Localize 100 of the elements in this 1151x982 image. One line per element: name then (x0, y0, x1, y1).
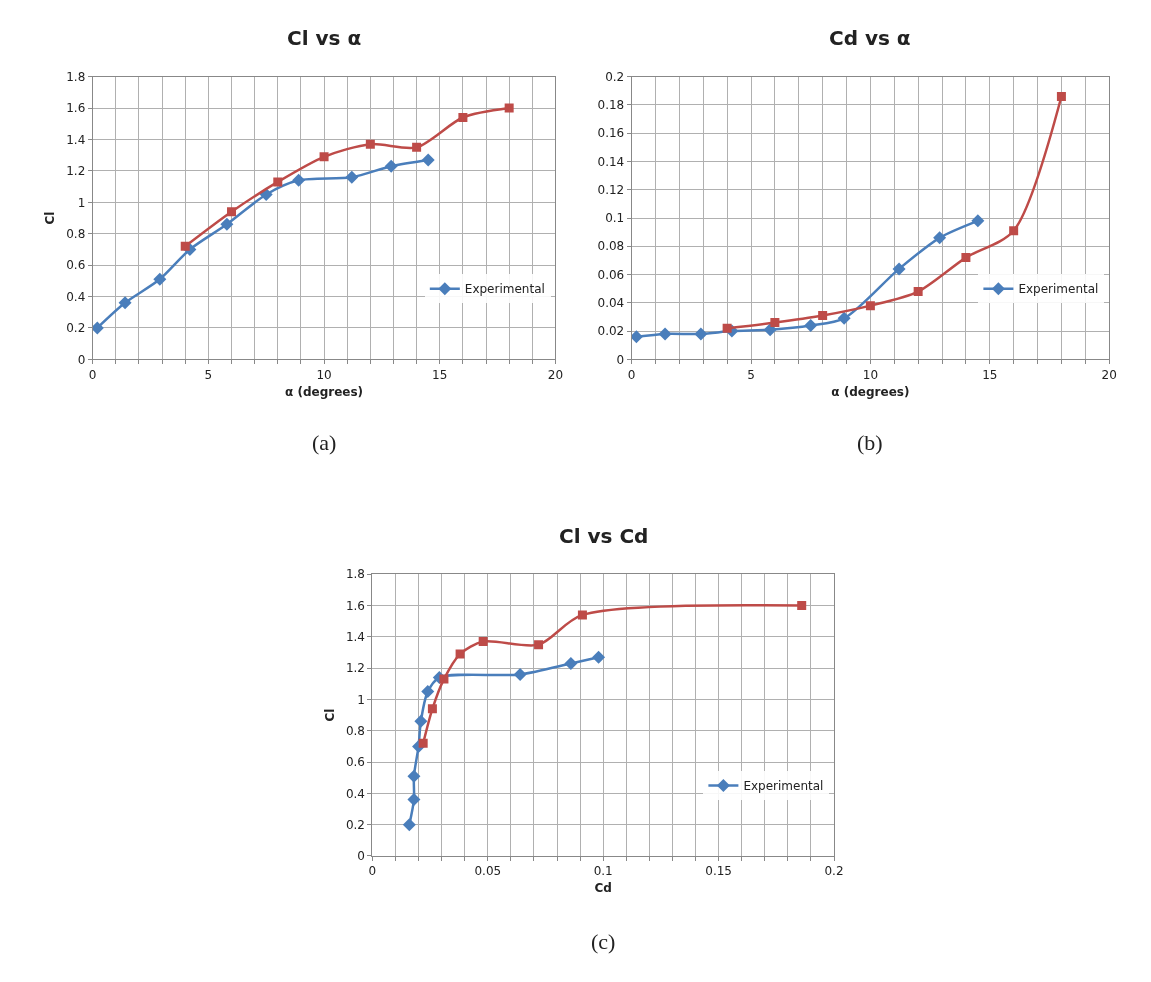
point (319, 152, 329, 162)
point (818, 311, 828, 321)
x-tick-label: 10 (862, 367, 879, 382)
chart-title: Cd vs α (829, 26, 911, 50)
chart-title: Cl vs Cd (559, 524, 649, 548)
point (513, 667, 527, 681)
point (273, 177, 283, 187)
x-axis-title: α (degrees) (285, 384, 364, 399)
point (658, 327, 672, 341)
y-tick-label: 1.4 (66, 132, 86, 147)
point (797, 601, 807, 611)
point (913, 287, 923, 297)
y-tick-label: 1.6 (66, 101, 86, 116)
point (292, 173, 306, 187)
y-tick-label: 0.8 (345, 723, 365, 738)
x-axis-title: α (degrees) (831, 384, 910, 399)
y-tick-label: 0.06 (597, 267, 625, 282)
y-tick-label: 0.4 (66, 289, 86, 304)
point (722, 323, 732, 333)
point (418, 738, 428, 748)
point (407, 769, 421, 783)
point (402, 818, 416, 832)
point (971, 214, 985, 228)
y-tick-label: 1.8 (66, 69, 86, 84)
x-tick-label: 10 (316, 367, 332, 382)
x-tick-label: 0.15 (705, 864, 732, 879)
point (220, 217, 234, 231)
point (534, 640, 544, 650)
y-tick-label: 0.4 (345, 786, 365, 801)
point (427, 704, 437, 714)
point (439, 674, 449, 684)
point (564, 656, 578, 670)
point (837, 311, 851, 325)
point (365, 139, 375, 149)
point (180, 241, 190, 251)
point (804, 318, 818, 332)
point (421, 153, 435, 167)
y-tick-label: 0.2 (66, 321, 86, 336)
point (384, 159, 398, 173)
point (1009, 226, 1019, 236)
x-tick-label: 5 (204, 367, 213, 382)
x-tick-label: 0.2 (824, 864, 844, 879)
point (92, 321, 104, 335)
point (961, 253, 971, 263)
x-tick-label: 15 (432, 367, 448, 382)
point (118, 296, 132, 310)
point (577, 610, 587, 620)
y-tick-label: 0.16 (597, 126, 625, 141)
y-tick-label: 1.4 (345, 630, 365, 645)
point (933, 231, 947, 245)
point (592, 650, 606, 664)
y-tick-label: 1 (77, 195, 86, 210)
point (865, 301, 875, 311)
y-axis-title: Cl (43, 211, 58, 225)
text: (b) (857, 430, 883, 455)
y-tick-label: 1.6 (345, 598, 365, 613)
point (770, 318, 780, 328)
y-tick-label: 0.2 (345, 817, 365, 832)
point (153, 272, 167, 286)
y-tick-label: 0.2 (605, 69, 625, 84)
y-tick-label: 0 (357, 849, 365, 864)
x-tick-label: 20 (547, 367, 564, 382)
y-tick-label: 0.04 (597, 296, 625, 311)
point (345, 170, 359, 184)
point (414, 714, 428, 728)
text: (a) (312, 430, 337, 455)
y-tick-label: 0.14 (597, 154, 625, 169)
x-tick-label: 0 (88, 367, 97, 382)
legend-label: Experimental (464, 282, 545, 297)
y-tick-label: 0.1 (605, 211, 625, 226)
x-tick-label: 15 (982, 367, 998, 382)
point (1056, 91, 1066, 101)
legend-label: Experimental (743, 779, 824, 794)
point (478, 637, 488, 647)
y-tick-label: 0.12 (597, 182, 625, 197)
y-tick-label: 0.02 (597, 324, 625, 339)
point (458, 113, 468, 123)
y-tick-label: 0.6 (66, 258, 86, 273)
point (421, 685, 435, 699)
x-axis-title: Cd (594, 881, 612, 896)
chart-title: Cl vs α (287, 26, 362, 50)
x-tick-label: 0 (368, 864, 377, 879)
point (694, 327, 708, 341)
y-tick-label: 0.6 (345, 755, 365, 770)
y-tick-label: 0.18 (597, 98, 625, 113)
x-tick-label: 5 (747, 367, 755, 382)
point (227, 207, 237, 217)
y-tick-label: 1.8 (345, 567, 365, 582)
y-tick-label: 0.08 (597, 239, 625, 254)
x-tick-label: 20 (1101, 367, 1117, 382)
y-tick-label: 1 (357, 692, 365, 707)
y-tick-label: 0 (77, 352, 86, 367)
legend-label: Experimental (1018, 282, 1099, 297)
point (407, 793, 421, 807)
x-tick-label: 0 (627, 367, 636, 382)
x-tick-label: 0.05 (474, 864, 502, 879)
y-tick-label: 1.2 (345, 661, 365, 676)
point (504, 103, 514, 113)
y-tick-label: 1.2 (66, 164, 86, 179)
y-tick-label: 0 (616, 352, 625, 367)
